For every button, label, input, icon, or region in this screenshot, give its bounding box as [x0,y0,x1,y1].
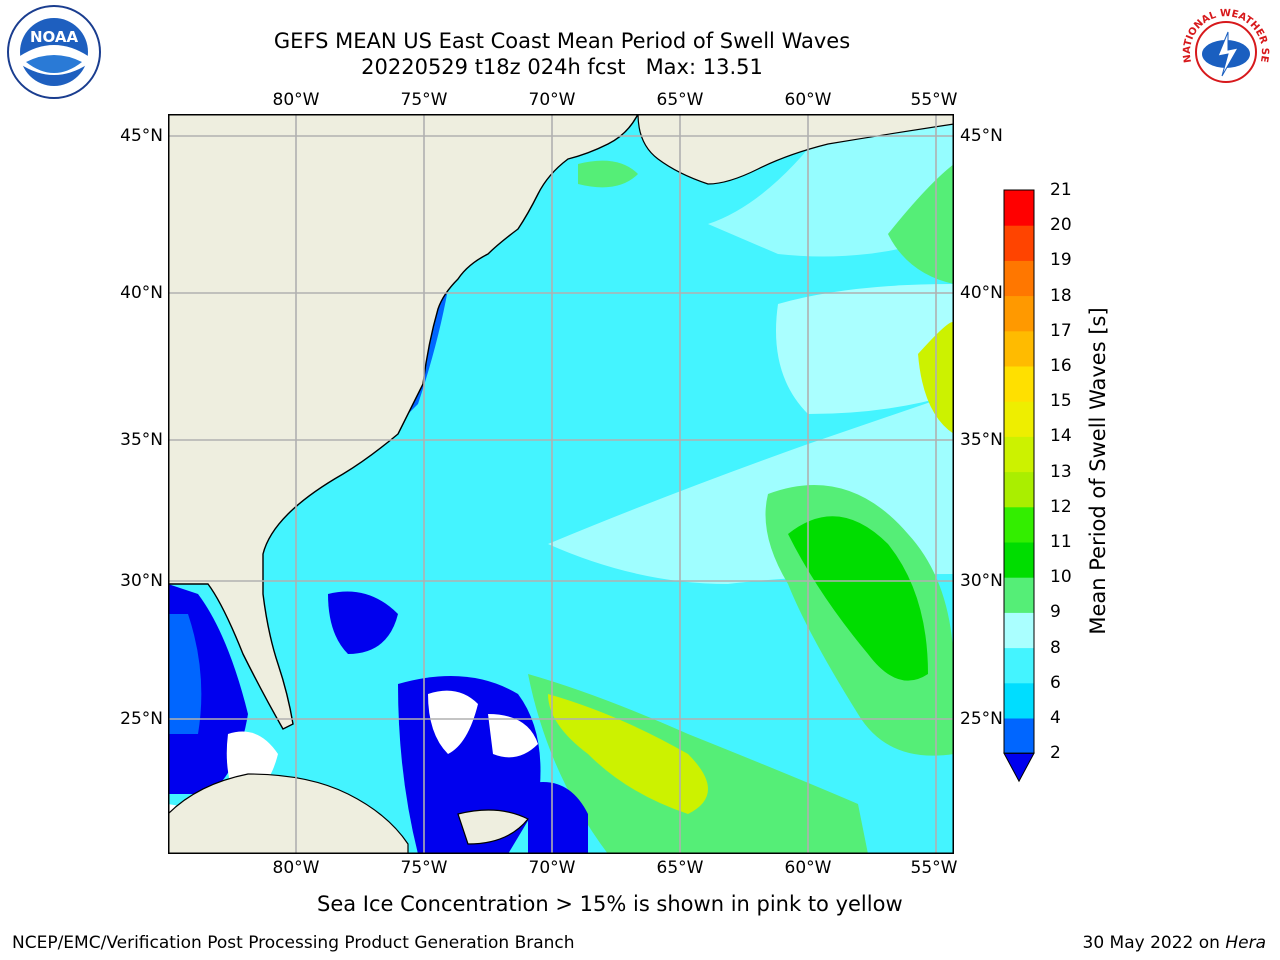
colorbar-segment [1004,401,1034,437]
lon-tick-bottom-80w: 80°W [272,858,320,878]
colorbar-segment [1004,718,1034,754]
map-panel [167,113,955,855]
colorbar-frame [1003,189,1035,754]
colorbar-label: 14 [1050,426,1072,447]
colorbar-segment [1004,506,1034,543]
colorbar-segment [1004,542,1034,578]
footer-date: 30 May 2022 on Hera [1083,933,1267,953]
colorbar-segment [1004,577,1034,613]
lat-tick-right-30n: 30°N [960,571,1003,591]
footer-machine: Hera [1225,933,1266,953]
colorbar-segment [1004,190,1034,226]
noaa-logo: NOAA [6,4,102,100]
map-svg [167,113,955,855]
lat-tick-left-25n: 25°N [120,709,163,729]
colorbar-labels: 21 20 19 18 17 16 15 14 13 12 11 10 9 8 6 4 2 [1050,0,1100,960]
swell-zone-green-ne [888,164,954,284]
colorbar-svg [1003,189,1035,783]
lon-tick-top-55w: 55°W [910,90,958,110]
gridlines [168,114,954,854]
lat-tick-right-25n: 25°N [960,709,1003,729]
colorbar-label: 18 [1050,285,1072,306]
colorbar-segment [1004,260,1034,297]
colorbar-segment [1004,330,1034,367]
noaa-logo-text: NOAA [30,28,79,46]
colorbar-segment [1004,471,1034,508]
lat-tick-left-35n: 35°N [120,430,163,450]
colorbar-segment [1004,225,1034,261]
colorbar-label: 16 [1050,356,1072,376]
nws-logo: NATIONAL WEATHER SERVICE [1174,0,1274,100]
lat-tick-right-35n: 35°N [960,430,1003,450]
colorbar-label: 9 [1050,602,1061,623]
colorbar-under-arrow [1003,752,1035,783]
land-cuba [167,773,409,855]
lon-tick-top-80w: 80°W [272,90,320,110]
colorbar-segment [1004,295,1034,332]
lon-tick-top-75w: 75°W [400,90,448,110]
lat-tick-right-40n: 40°N [960,283,1003,303]
lat-tick-right-45n: 45°N [960,126,1003,146]
colorbar-label: 13 [1050,461,1072,482]
swell-zone-deep-blue-north-bahamas [328,591,398,654]
lon-tick-bottom-75w: 75°W [400,858,448,878]
lon-tick-bottom-70w: 70°W [528,858,576,878]
lat-tick-left-45n: 45°N [120,126,163,146]
lon-tick-top-70w: 70°W [528,90,576,110]
colorbar [1000,186,1040,786]
colorbar-segment [1004,682,1034,719]
land-us-east-coast [167,113,640,730]
sea-ice-note: Sea Ice Concentration > 15% is shown in … [317,892,903,916]
lon-tick-bottom-55w: 55°W [910,858,958,878]
swell-zone-light-cyan-ne [708,114,954,257]
colorbar-segment [1004,647,1034,684]
swell-zone-bright-green-east [788,516,928,681]
lon-tick-bottom-65w: 65°W [656,858,704,878]
noaa-logo-graphic: NOAA [7,5,101,99]
lon-tick-top-60w: 60°W [784,90,832,110]
lat-tick-left-40n: 40°N [120,283,163,303]
colorbar-label: 17 [1050,320,1072,341]
colorbar-label: 12 [1050,496,1072,517]
colorbar-label: 6 [1050,672,1061,693]
lat-tick-left-30n: 30°N [120,571,163,591]
swell-zone-deep-blue-south [528,782,588,854]
no-data-patch-1 [428,690,478,754]
lon-tick-bottom-60w: 60°W [784,858,832,878]
colorbar-label: 4 [1050,708,1061,728]
footer-date-text: 30 May 2022 on [1082,933,1226,953]
colorbar-label: 2 [1050,743,1061,764]
lon-tick-top-65w: 65°W [656,90,704,110]
land-hispaniola [457,809,529,845]
land-maritimes [637,113,955,185]
colorbar-segment [1004,366,1034,402]
no-data-patch-2 [488,714,538,758]
colorbar-label: 10 [1050,567,1072,588]
colorbar-label: 19 [1050,250,1072,271]
footer-credit: NCEP/EMC/Verification Post Processing Pr… [12,933,575,953]
nws-logo-graphic: NATIONAL WEATHER SERVICE [1174,0,1272,98]
colorbar-label: 15 [1050,391,1072,412]
swell-zone-green-gulf-maine [578,160,638,188]
map-subtitle: 20220529 t18z 024h fcst Max: 13.51 [361,55,763,79]
colorbar-title: Mean Period of Swell Waves [s] [1086,307,1110,635]
map-frame [168,114,954,854]
swell-zone-yellow-south [548,694,708,814]
colorbar-label: 21 [1050,180,1072,200]
colorbar-label: 11 [1050,532,1072,552]
swell-zone-light-cyan-north [776,284,954,414]
colorbar-label: 8 [1050,637,1061,658]
swell-zone-blue-gulf [168,614,202,734]
map-title: GEFS MEAN US East Coast Mean Period of S… [273,29,851,53]
colorbar-label: 20 [1050,215,1072,236]
colorbar-segment [1004,612,1034,649]
colorbar-segment [1004,436,1034,473]
